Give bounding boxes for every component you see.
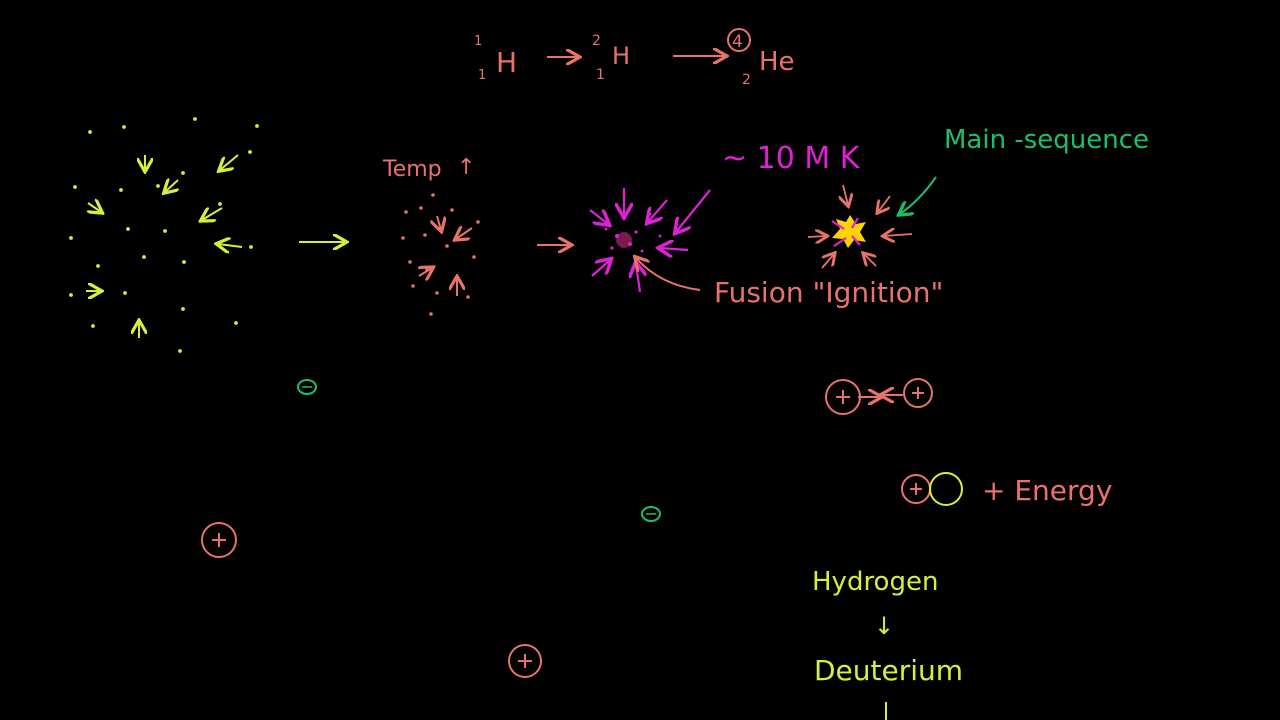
- h1-atomic-number: 1: [478, 68, 486, 83]
- main-sequence-pointer: [900, 176, 937, 214]
- fusion-pointer: [636, 258, 701, 291]
- he-symbol: He: [759, 47, 795, 77]
- deuterium-label: Deuterium: [814, 654, 963, 687]
- dense-core: [589, 188, 711, 293]
- temperature-label: ~ 10 M K: [722, 141, 861, 176]
- temp-label: Temp: [382, 157, 442, 182]
- hydrogen-label: Hydrogen: [812, 567, 938, 597]
- h1-symbol: H: [496, 46, 517, 79]
- temp-up-arrow: ↑: [457, 155, 475, 180]
- gas-cloud: [69, 117, 259, 353]
- h2-atomic-number: 1: [596, 67, 605, 83]
- he-mass-number: 4: [732, 32, 743, 52]
- he-mass-circle: [727, 28, 751, 52]
- h2-mass-number: 2: [592, 33, 601, 49]
- contracting-cloud: [401, 193, 480, 316]
- scattered-particles: [201, 379, 661, 678]
- fusion-ignition-label: Fusion "Ignition": [714, 276, 943, 309]
- proton-neutron-pair: [901, 472, 963, 506]
- proton-4: [508, 644, 542, 678]
- proton-repulsion: [825, 378, 933, 415]
- h1-mass-number: 1: [474, 34, 482, 49]
- proton-3: [201, 522, 237, 558]
- main-sequence-star: [807, 184, 913, 269]
- pair-neutron: [929, 472, 963, 506]
- main-sequence-label: Main -sequence: [944, 125, 1149, 155]
- chain-arrow-1: ↓: [874, 612, 894, 640]
- proton-right: [903, 378, 933, 408]
- fusion-equation: 1 1 H 2 1 H 4 2 He: [474, 28, 795, 88]
- neutron-1: [297, 379, 317, 395]
- neutron-2: [641, 506, 661, 522]
- he-atomic-number: 2: [742, 72, 751, 88]
- h2-symbol: H: [612, 42, 630, 70]
- energy-label: + Energy: [982, 474, 1112, 507]
